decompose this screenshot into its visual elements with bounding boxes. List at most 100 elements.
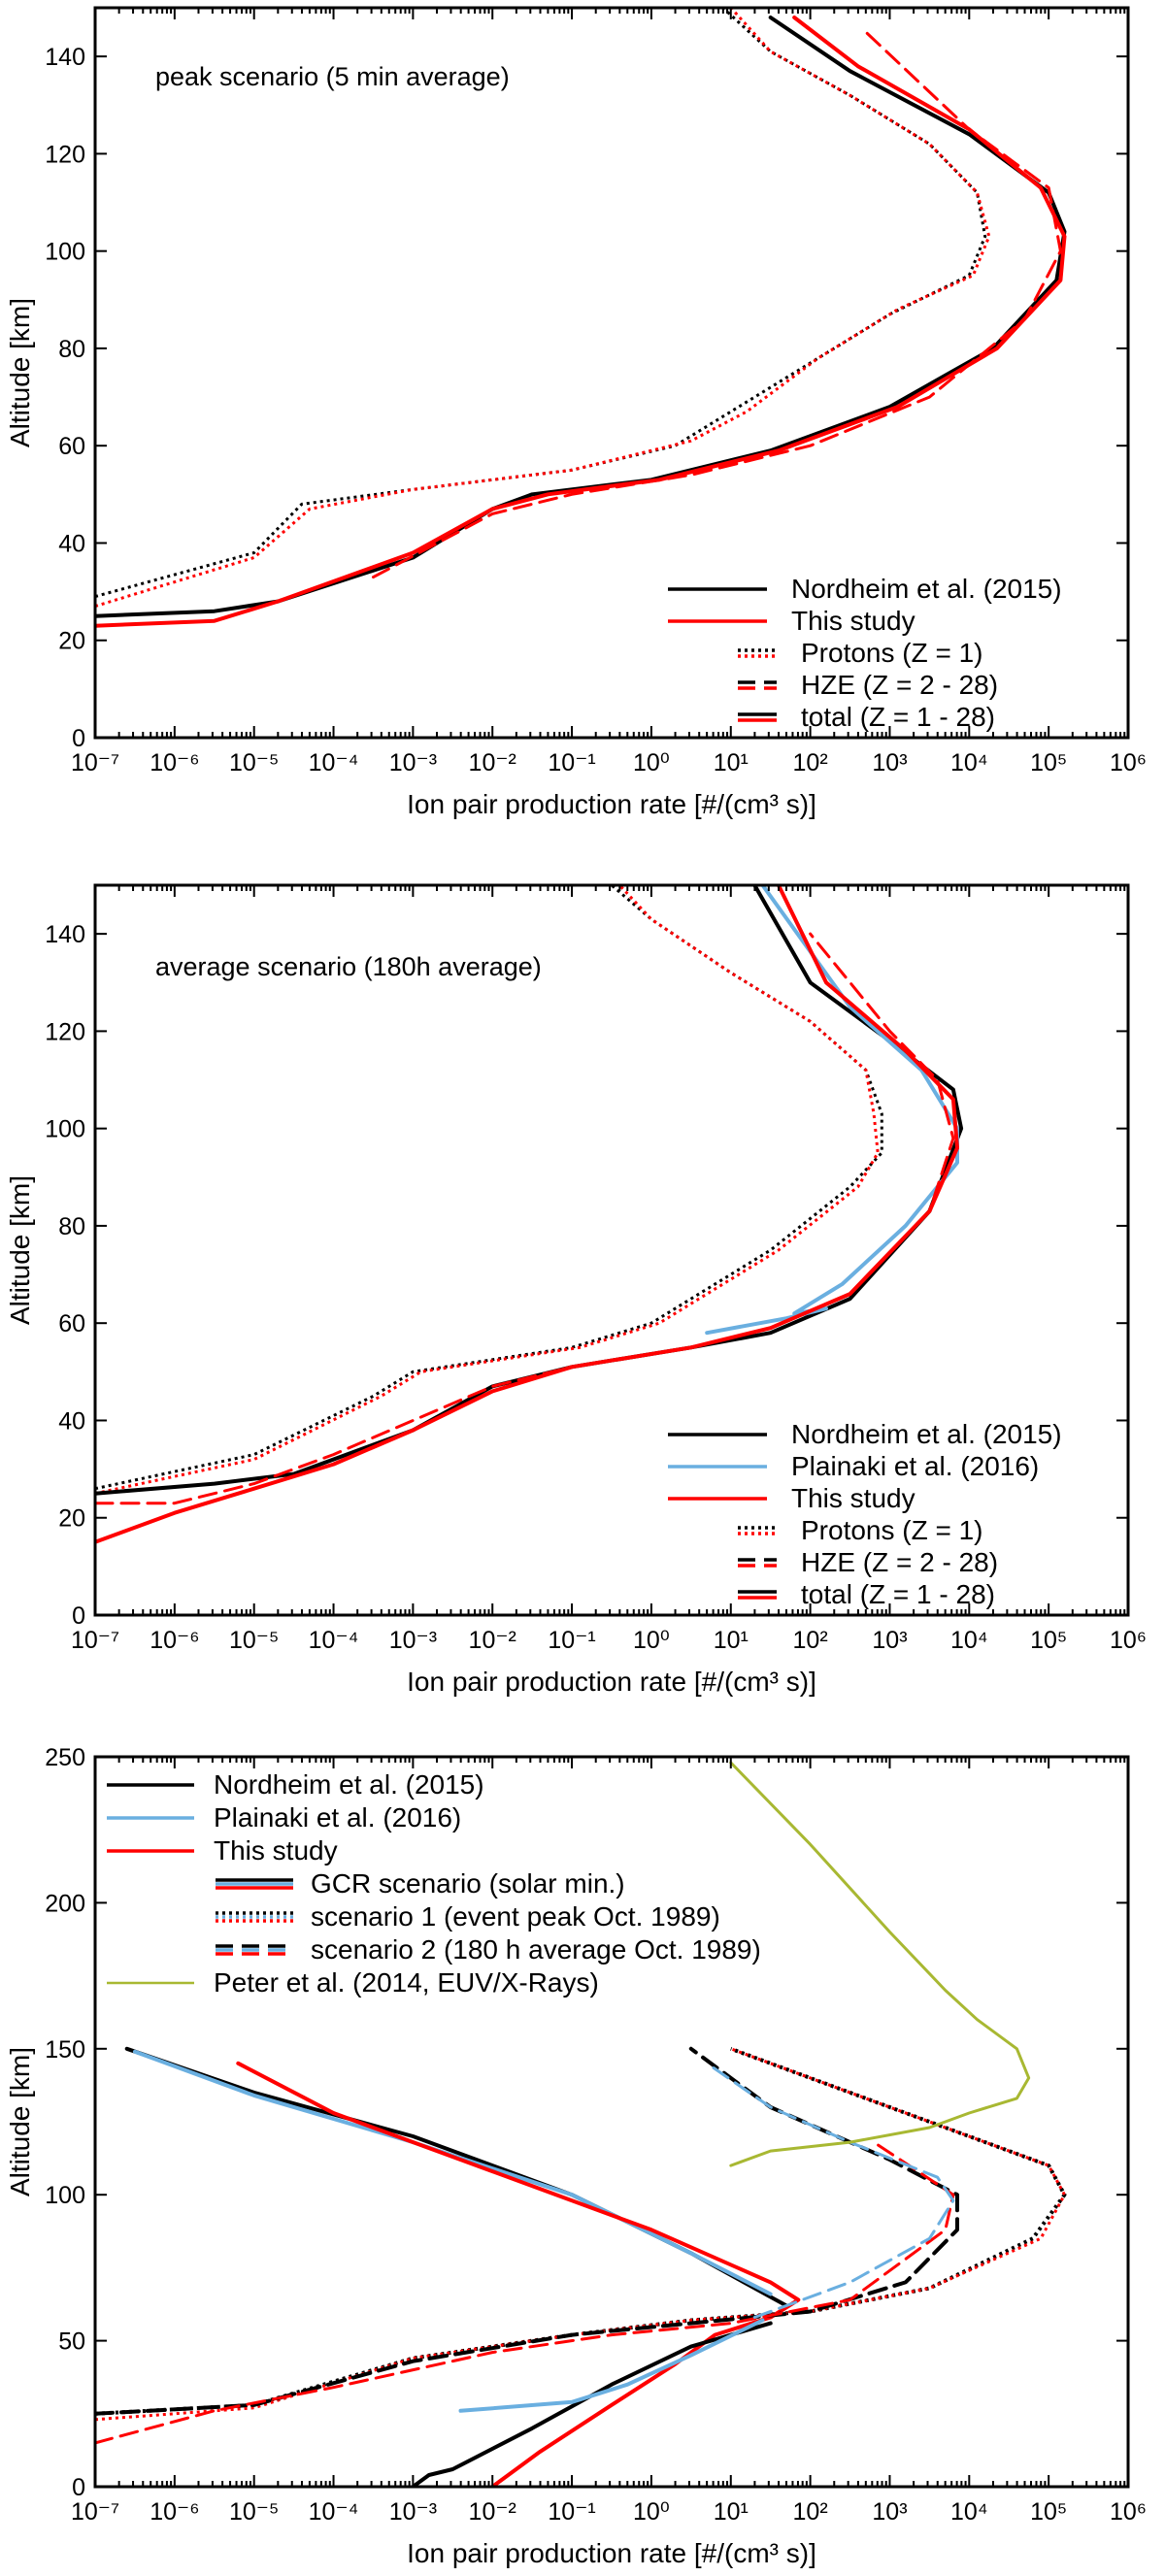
series-line-8 <box>95 2046 959 2416</box>
plot-frame <box>93 1755 1130 2489</box>
legend-label: Protons (Z = 1) <box>801 1515 983 1545</box>
legend-label: Nordheim et al. (2015) <box>791 574 1062 604</box>
plot-area <box>95 885 964 1544</box>
x-tick-label: 10⁰ <box>633 2498 670 2526</box>
x-tick-label: 10⁻⁵ <box>229 749 279 776</box>
legend-label: Protons (Z = 1) <box>801 638 983 668</box>
y-tick-label: 60 <box>58 1310 85 1338</box>
x-tick-label: 10³ <box>872 2498 907 2526</box>
x-tick-label: 10⁻⁵ <box>229 2498 279 2526</box>
series-line-3 <box>95 16 1067 618</box>
x-tick-label: 10⁴ <box>950 1627 988 1654</box>
x-tick-label: 10⁻⁵ <box>229 1627 279 1654</box>
y-tick-label: 80 <box>58 336 85 363</box>
x-tick-label: 10⁻² <box>469 1627 516 1654</box>
x-tick-label: 10⁻⁷ <box>71 749 119 776</box>
legend-label: Plainaki et al. (2016) <box>791 1451 1039 1481</box>
series-line-6 <box>95 2046 1067 2416</box>
x-tick-label: 10¹ <box>714 749 749 776</box>
y-axis-label: Altitude [km] <box>5 2047 35 2196</box>
x-tick-label: 10⁻⁷ <box>71 1627 119 1654</box>
series-line-6 <box>95 932 955 1505</box>
y-tick-label: 200 <box>45 1890 85 1917</box>
x-tick-label: 10⁵ <box>1030 2498 1067 2526</box>
series-line-9 <box>95 2140 955 2445</box>
series-line-7 <box>95 2047 1066 2422</box>
series-line-1 <box>124 2046 789 2308</box>
chart-panel-1: 10⁻⁷ 10⁻⁶ 10⁻⁵ 10⁻⁴ 10⁻³ 10⁻² 10⁻¹ 10⁰ 10¹ 10² 10³… <box>5 6 1147 819</box>
legend-label: HZE (Z = 2 - 28) <box>801 1547 998 1577</box>
x-tick-label: 10² <box>793 749 828 776</box>
legend-label: HZE (Z = 2 - 28) <box>801 670 998 700</box>
legend: Nordheim et al. (2015)This studyProtons … <box>668 574 1062 732</box>
x-axis-label: Ion pair production rate [#/(cm³ s)] <box>407 1667 816 1697</box>
x-tick-label: 10⁶ <box>1110 2498 1147 2526</box>
legend-label: total (Z = 1 - 28) <box>801 1579 995 1609</box>
plot-area <box>95 8 1067 628</box>
x-tick-label: 10³ <box>872 749 907 776</box>
legend-label: GCR scenario (solar min.) <box>311 1868 625 1899</box>
x-tick-label: 10⁶ <box>1110 1627 1147 1654</box>
plot-area <box>95 1761 1067 2487</box>
x-tick-label: 10⁰ <box>633 749 670 776</box>
y-axis-label: Altitude [km] <box>5 1175 35 1325</box>
y-tick-label: 0 <box>72 2474 85 2501</box>
y-tick-label: 150 <box>45 2036 85 2064</box>
y-tick-label: 120 <box>45 141 85 168</box>
x-tick-label: 10⁻⁴ <box>309 749 359 776</box>
x-tick-label: 10⁻⁶ <box>150 1627 199 1654</box>
x-tick-label: 10⁻⁷ <box>71 2498 119 2526</box>
legend-label: Nordheim et al. (2015) <box>791 1419 1062 1449</box>
legend-label: scenario 2 (180 h average Oct. 1989) <box>311 1934 761 1965</box>
series-line-4 <box>95 16 1067 628</box>
legend-label: This study <box>791 606 915 636</box>
legend-label: This study <box>214 1835 338 1866</box>
x-tick-label: 10⁶ <box>1110 749 1147 776</box>
x-tick-label: 10² <box>793 2498 828 2526</box>
y-tick-label: 80 <box>58 1213 85 1240</box>
plot-frame <box>93 883 1130 1617</box>
legend-label: scenario 1 (event peak Oct. 1989) <box>311 1901 720 1932</box>
x-tick-label: 10⁻³ <box>389 749 437 776</box>
y-tick-label: 40 <box>58 1407 85 1435</box>
legend: Nordheim et al. (2015)Plainaki et al. (2… <box>668 1419 1062 1609</box>
legend-label: total (Z = 1 - 28) <box>801 702 995 732</box>
legend-label: Peter et al. (2014, EUV/X-Rays) <box>214 1967 599 1998</box>
plot-frame <box>93 6 1130 740</box>
x-tick-label: 10⁻⁶ <box>150 2498 199 2526</box>
x-tick-label: 10⁻² <box>469 749 516 776</box>
y-tick-label: 100 <box>45 239 85 266</box>
legend: Nordheim et al. (2015)Plainaki et al. (2… <box>107 1769 761 1998</box>
y-tick-label: 60 <box>58 433 85 460</box>
legend-label: Nordheim et al. (2015) <box>214 1769 484 1800</box>
series-line-11 <box>729 1761 1031 2167</box>
x-tick-label: 10¹ <box>714 2498 749 2526</box>
series-line-2 <box>95 8 991 609</box>
y-tick-label: 0 <box>72 725 85 752</box>
chart-panel-2: 10⁻⁷ 10⁻⁶ 10⁻⁵ 10⁻⁴ 10⁻³ 10⁻² 10⁻¹ 10⁰ 10¹ 10² 10³… <box>5 883 1147 1697</box>
x-tick-label: 10⁻³ <box>389 1627 437 1654</box>
y-tick-label: 0 <box>72 1602 85 1630</box>
y-tick-label: 140 <box>45 921 85 948</box>
y-tick-label: 40 <box>58 530 85 557</box>
x-tick-label: 10⁵ <box>1030 1627 1067 1654</box>
y-tick-label: 140 <box>45 44 85 71</box>
scenario-annotation: average scenario (180h average) <box>155 952 542 981</box>
x-tick-label: 10¹ <box>714 1627 749 1654</box>
x-tick-label: 10⁵ <box>1030 749 1067 776</box>
x-tick-label: 10⁻⁴ <box>309 2498 359 2526</box>
x-tick-label: 10⁻¹ <box>548 1627 595 1654</box>
y-tick-label: 120 <box>45 1018 85 1045</box>
series-line-5 <box>372 30 1062 579</box>
x-tick-label: 10⁻⁴ <box>309 1627 359 1654</box>
y-tick-label: 50 <box>58 2328 85 2356</box>
series-line-5 <box>458 2318 765 2413</box>
x-axis-label: Ion pair production rate [#/(cm³ s)] <box>407 2538 816 2568</box>
x-tick-label: 10² <box>793 1627 828 1654</box>
series-line-10 <box>705 2062 955 2319</box>
series-line-4 <box>411 2321 773 2487</box>
x-tick-label: 10⁻¹ <box>548 749 595 776</box>
y-tick-label: 20 <box>58 628 85 655</box>
y-tick-label: 100 <box>45 2182 85 2209</box>
